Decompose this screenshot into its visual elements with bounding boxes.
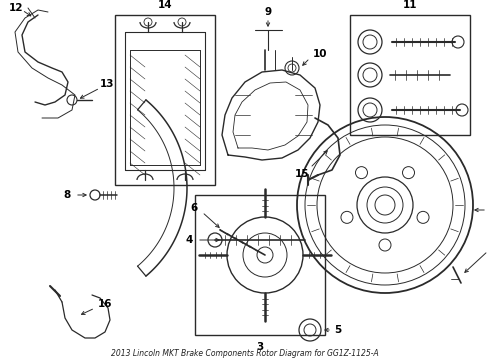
Bar xyxy=(115,15,215,185)
Text: 11: 11 xyxy=(403,0,417,10)
Text: 14: 14 xyxy=(158,0,172,10)
Text: 6: 6 xyxy=(191,203,197,213)
Text: 9: 9 xyxy=(265,7,271,17)
Text: 3: 3 xyxy=(256,342,264,352)
Text: 5: 5 xyxy=(334,325,342,335)
Bar xyxy=(195,195,325,335)
Text: 4: 4 xyxy=(185,235,193,245)
Text: 8: 8 xyxy=(63,190,71,200)
Text: 15: 15 xyxy=(295,169,309,179)
Text: 13: 13 xyxy=(100,79,114,89)
Text: 10: 10 xyxy=(313,49,327,59)
Text: 16: 16 xyxy=(98,299,112,309)
Text: 12: 12 xyxy=(9,3,23,13)
Text: 2013 Lincoln MKT Brake Components Rotor Diagram for GG1Z-1125-A: 2013 Lincoln MKT Brake Components Rotor … xyxy=(111,350,379,359)
Bar xyxy=(350,15,470,135)
